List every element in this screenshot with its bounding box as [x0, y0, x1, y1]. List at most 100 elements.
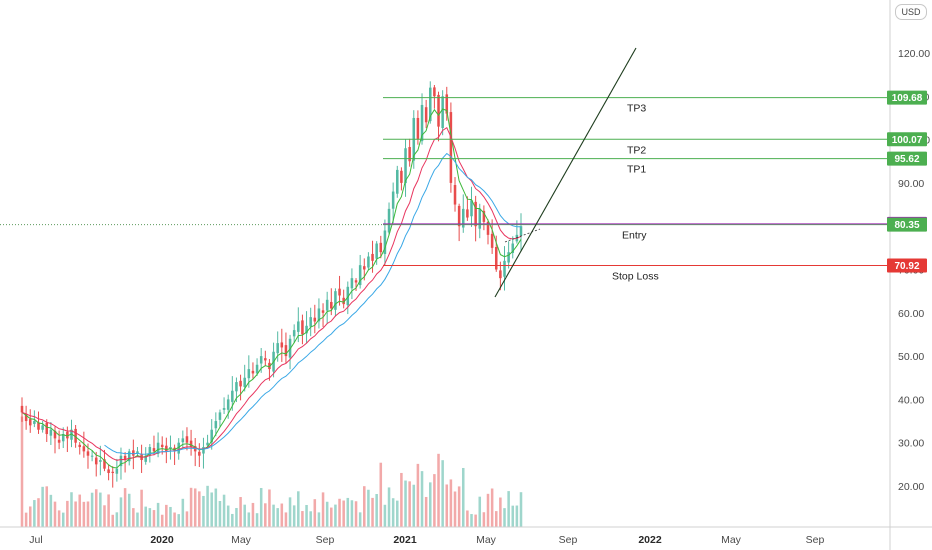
volume-bar [268, 489, 271, 527]
price-badge-text: 70.92 [894, 261, 919, 272]
price-badge-text: 100.07 [892, 135, 923, 146]
candle-body [53, 430, 57, 439]
candle-body [86, 451, 90, 456]
candle-body [457, 205, 461, 227]
volume-bar [136, 512, 139, 527]
volume-bar [363, 486, 366, 527]
volume-bar [371, 497, 374, 527]
ema-mid-line [21, 126, 522, 461]
candle-body [507, 252, 510, 263]
volume-bar [111, 514, 114, 527]
y-tick-label: 20.00 [898, 481, 924, 493]
breakout-trendline [494, 47, 637, 298]
volume-bar [284, 512, 288, 527]
candle-body [346, 286, 350, 306]
volume-bar [156, 502, 160, 527]
candle-body [486, 221, 490, 235]
volume-bar [152, 510, 156, 527]
candle-body [396, 169, 399, 194]
candle-body [206, 442, 209, 446]
volume-bar [400, 472, 403, 527]
candle-body [276, 343, 279, 354]
volume-bar [297, 491, 300, 527]
candle-body [185, 436, 189, 443]
volume-bar [457, 486, 461, 527]
candle-body [103, 459, 106, 469]
candle-body [37, 422, 40, 430]
candle-body [94, 457, 98, 465]
candle-body [470, 200, 473, 217]
candle-body [127, 451, 131, 462]
volume-bar [66, 500, 69, 527]
volume-bar [189, 487, 193, 527]
volume-bar [375, 494, 378, 527]
candle-body [82, 446, 86, 452]
volume-bars [20, 416, 523, 527]
volume-bar [437, 453, 440, 527]
candle-body [45, 422, 49, 435]
volume-bar [57, 510, 61, 527]
volume-bar [99, 492, 102, 527]
volume-bar [193, 488, 197, 527]
candle-body [330, 301, 333, 309]
volume-bar [231, 513, 234, 527]
candle-body [239, 380, 242, 387]
x-tick-label: May [231, 534, 252, 546]
candle-body [424, 107, 428, 123]
volume-bar [264, 503, 267, 527]
moving-averages [21, 108, 522, 469]
volume-bar [235, 508, 238, 527]
volume-bar [226, 505, 230, 527]
volume-bar [334, 504, 337, 527]
candle-body [338, 288, 341, 296]
volume-bar [461, 467, 465, 527]
volume-bar [94, 489, 98, 527]
candle-body [358, 265, 362, 286]
volume-bar [20, 416, 24, 527]
volume-bar [148, 508, 152, 527]
volume-bar [391, 498, 395, 527]
level-label: TP3 [627, 103, 646, 115]
candle-body [490, 233, 494, 248]
candle-body [123, 455, 127, 461]
currency-selector[interactable]: USD [895, 4, 927, 20]
volume-bar [474, 514, 477, 527]
x-tick-label: Sep [316, 534, 335, 546]
volume-bar [70, 492, 73, 527]
volume-bar [198, 491, 201, 527]
volume-bar [292, 505, 296, 527]
volume-bar [354, 501, 358, 527]
candle-body [226, 399, 230, 410]
volume-bar [132, 508, 135, 527]
volume-bar [173, 512, 176, 527]
volume-bar [255, 513, 259, 527]
candle-body [416, 117, 420, 140]
volume-bar [429, 482, 432, 527]
candle-body [420, 104, 424, 142]
volume-bar [276, 508, 279, 527]
candle-body [99, 460, 102, 462]
volume-bar [305, 504, 308, 527]
volume-bar [123, 488, 127, 527]
candle-body [78, 444, 82, 448]
volume-bar [82, 501, 86, 527]
volume-bar [338, 498, 341, 527]
candle-body [111, 471, 114, 474]
candle-body [177, 442, 180, 454]
candle-body [210, 429, 213, 443]
candle-body [165, 445, 168, 452]
level-label: TP2 [627, 144, 646, 156]
volume-bar [453, 491, 457, 527]
price-badge-text: 80.35 [894, 220, 919, 231]
candles [20, 81, 523, 488]
candle-body [313, 317, 317, 322]
y-tick-label: 40.00 [898, 394, 924, 406]
candle-body [198, 451, 201, 456]
volume-bar [144, 506, 147, 527]
volume-bar [259, 487, 263, 527]
candle-body [371, 253, 374, 261]
volume-bar [181, 498, 185, 527]
price-badge [887, 258, 927, 273]
